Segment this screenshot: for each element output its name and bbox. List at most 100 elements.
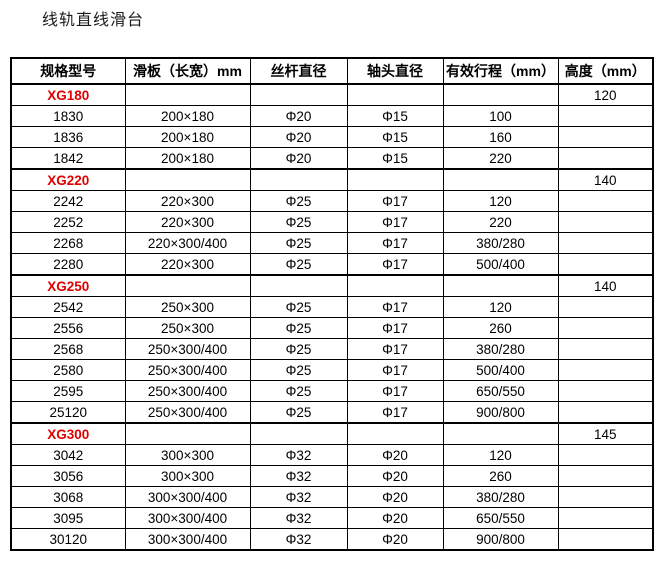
cell-shaft: Φ17 bbox=[346, 401, 444, 424]
cell-plate: 250×300 bbox=[124, 317, 251, 339]
column-header-plate: 滑板（长宽）mm bbox=[124, 57, 251, 85]
cell-height bbox=[557, 465, 654, 487]
cell-stroke: 650/550 bbox=[442, 507, 559, 529]
cell-model: 2280 bbox=[10, 253, 126, 276]
cell-height bbox=[557, 211, 654, 233]
cell-height bbox=[557, 486, 654, 508]
cell-plate: 250×300/400 bbox=[124, 380, 251, 402]
cell-plate bbox=[124, 274, 251, 297]
header-row: 规格型号 滑板（长宽）mm 丝杆直径 轴头直径 有效行程（mm） 高度（mm） bbox=[10, 57, 654, 85]
cell-screw: Φ25 bbox=[249, 232, 348, 254]
cell-model: 1842 bbox=[10, 147, 126, 170]
cell-screw bbox=[249, 168, 348, 191]
cell-model: 2568 bbox=[10, 338, 126, 360]
cell-model: 2542 bbox=[10, 296, 126, 318]
cell-plate bbox=[124, 83, 251, 106]
cell-height bbox=[557, 401, 654, 424]
cell-stroke: 380/280 bbox=[442, 232, 559, 254]
cell-shaft: Φ17 bbox=[346, 359, 444, 381]
cell-stroke: 100 bbox=[442, 105, 559, 127]
cell-model: 25120 bbox=[10, 401, 126, 424]
cell-shaft: Φ20 bbox=[346, 528, 444, 551]
cell-model: 2595 bbox=[10, 380, 126, 402]
cell-shaft: Φ17 bbox=[346, 338, 444, 360]
table-row: 2542 250×300 Φ25 Φ17 120 bbox=[10, 296, 654, 318]
table-row: 1836 200×180 Φ20 Φ15 160 bbox=[10, 126, 654, 148]
cell-screw: Φ20 bbox=[249, 126, 348, 148]
cell-height bbox=[557, 190, 654, 212]
column-header-height: 高度（mm） bbox=[557, 57, 654, 85]
cell-model: 2268 bbox=[10, 232, 126, 254]
cell-stroke bbox=[442, 83, 559, 106]
cell-model: 1830 bbox=[10, 105, 126, 127]
cell-height bbox=[557, 296, 654, 318]
cell-model: XG250 bbox=[10, 274, 126, 297]
cell-plate: 300×300/400 bbox=[124, 528, 251, 551]
cell-plate: 200×180 bbox=[124, 105, 251, 127]
table-row: 1830 200×180 Φ20 Φ15 100 bbox=[10, 105, 654, 127]
cell-shaft: Φ20 bbox=[346, 486, 444, 508]
cell-shaft bbox=[346, 422, 444, 445]
cell-screw: Φ25 bbox=[249, 359, 348, 381]
cell-shaft: Φ17 bbox=[346, 317, 444, 339]
cell-stroke bbox=[442, 422, 559, 445]
cell-stroke bbox=[442, 274, 559, 297]
cell-shaft: Φ15 bbox=[346, 105, 444, 127]
cell-model: XG220 bbox=[10, 168, 126, 191]
cell-height bbox=[557, 317, 654, 339]
cell-stroke: 500/400 bbox=[442, 253, 559, 276]
cell-shaft: Φ17 bbox=[346, 296, 444, 318]
cell-height bbox=[557, 338, 654, 360]
cell-plate: 300×300/400 bbox=[124, 486, 251, 508]
cell-screw: Φ20 bbox=[249, 147, 348, 170]
table-row: 30120 300×300/400 Φ32 Φ20 900/800 bbox=[10, 528, 654, 551]
cell-shaft: Φ17 bbox=[346, 253, 444, 276]
cell-shaft bbox=[346, 274, 444, 297]
cell-model: 30120 bbox=[10, 528, 126, 551]
cell-height bbox=[557, 507, 654, 529]
cell-model: 3095 bbox=[10, 507, 126, 529]
cell-model: 3042 bbox=[10, 444, 126, 466]
table-row: 2252 220×300 Φ25 Φ17 220 bbox=[10, 211, 654, 233]
spec-table: 规格型号 滑板（长宽）mm 丝杆直径 轴头直径 有效行程（mm） 高度（mm） XG180… bbox=[10, 57, 654, 551]
cell-stroke: 220 bbox=[442, 147, 559, 170]
cell-screw: Φ25 bbox=[249, 380, 348, 402]
cell-plate: 300×300 bbox=[124, 444, 251, 466]
cell-shaft: Φ15 bbox=[346, 126, 444, 148]
cell-plate: 220×300 bbox=[124, 190, 251, 212]
cell-height bbox=[557, 444, 654, 466]
cell-shaft bbox=[346, 83, 444, 106]
cell-plate: 200×180 bbox=[124, 126, 251, 148]
table-row: 2580 250×300/400 Φ25 Φ17 500/400 bbox=[10, 359, 654, 381]
cell-screw: Φ25 bbox=[249, 211, 348, 233]
cell-height bbox=[557, 147, 654, 170]
cell-screw: Φ32 bbox=[249, 465, 348, 487]
cell-plate: 220×300 bbox=[124, 253, 251, 276]
cell-screw bbox=[249, 83, 348, 106]
cell-plate: 250×300/400 bbox=[124, 359, 251, 381]
cell-shaft: Φ17 bbox=[346, 232, 444, 254]
cell-shaft: Φ17 bbox=[346, 190, 444, 212]
spec-table-body: XG180 120 1830 200×180 Φ20 Φ15 100 1836 200×180 Φ… bbox=[10, 83, 654, 551]
column-header-shaft: 轴头直径 bbox=[346, 57, 444, 85]
cell-height bbox=[557, 126, 654, 148]
cell-plate: 200×180 bbox=[124, 147, 251, 170]
series-row: XG300 145 bbox=[10, 422, 654, 445]
cell-screw: Φ20 bbox=[249, 105, 348, 127]
cell-plate: 220×300/400 bbox=[124, 232, 251, 254]
cell-stroke: 380/280 bbox=[442, 486, 559, 508]
cell-height: 140 bbox=[557, 168, 654, 191]
cell-height bbox=[557, 105, 654, 127]
cell-plate: 250×300/400 bbox=[124, 401, 251, 424]
cell-height: 145 bbox=[557, 422, 654, 445]
table-row: 2280 220×300 Φ25 Φ17 500/400 bbox=[10, 253, 654, 276]
cell-screw: Φ25 bbox=[249, 401, 348, 424]
table-row: 25120 250×300/400 Φ25 Φ17 900/800 bbox=[10, 401, 654, 424]
cell-plate bbox=[124, 422, 251, 445]
cell-stroke: 500/400 bbox=[442, 359, 559, 381]
cell-model: 1836 bbox=[10, 126, 126, 148]
cell-stroke: 650/550 bbox=[442, 380, 559, 402]
table-row: 2268 220×300/400 Φ25 Φ17 380/280 bbox=[10, 232, 654, 254]
table-row: 2242 220×300 Φ25 Φ17 120 bbox=[10, 190, 654, 212]
